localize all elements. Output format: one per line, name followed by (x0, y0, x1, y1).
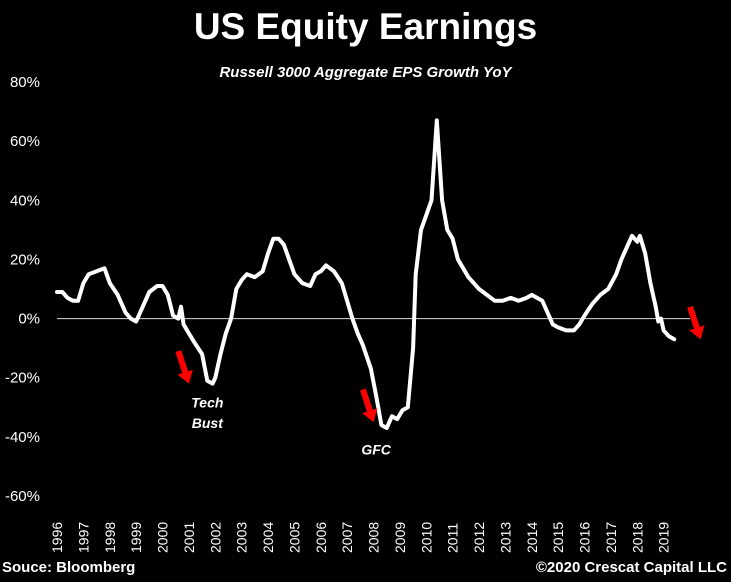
arrow-markers (175, 305, 705, 423)
x-tick-label: 2001 (181, 522, 197, 553)
y-tick-label: 40% (10, 192, 40, 209)
x-tick-label: 2010 (418, 522, 434, 553)
eps-growth-line (55, 118, 677, 430)
y-tick-label: 0% (18, 311, 40, 328)
annotation-label: Tech (191, 394, 223, 410)
x-tick-label: 1996 (49, 522, 65, 553)
x-tick-label: 2013 (497, 522, 513, 553)
x-tick-label: 1998 (102, 522, 118, 553)
y-tick-label: 20% (10, 251, 40, 268)
x-tick-label: 2006 (313, 522, 329, 553)
red-down-arrow-icon (360, 388, 378, 423)
y-tick-label: -20% (5, 370, 40, 387)
x-tick-label: 2008 (366, 522, 382, 553)
chart-title: US Equity Earnings (193, 6, 538, 47)
x-tick-label: 2012 (471, 522, 487, 553)
x-tick-label: 2017 (603, 522, 619, 553)
x-tick-label: 2016 (577, 522, 593, 553)
x-tick-label: 2004 (260, 522, 276, 553)
x-tick-label: 2018 (629, 522, 645, 553)
x-tick-label: 2011 (445, 523, 461, 553)
x-tick-label: 2007 (339, 522, 355, 553)
x-tick-label: 2005 (286, 522, 302, 553)
copyright-label: ©2020 Crescat Capital LLC (535, 559, 727, 576)
x-tick-label: 2000 (155, 522, 171, 553)
y-tick-label: -60% (5, 488, 40, 505)
y-tick-label: 80% (10, 74, 40, 91)
x-tick-label: 2019 (656, 522, 672, 553)
x-tick-label: 2015 (550, 522, 566, 553)
y-axis-ticks: 80% 60% 40% 20% 0% -20% -40% -60% (5, 74, 40, 505)
chart-subtitle: Russell 3000 Aggregate EPS Growth YoY (219, 64, 512, 81)
red-down-arrow-icon (175, 350, 193, 384)
x-tick-label: 2009 (392, 522, 408, 553)
annotation-label: GFC (361, 442, 391, 458)
x-tick-label: 2003 (234, 522, 250, 553)
red-down-arrow-icon (687, 305, 705, 340)
annotation-label: Bust (192, 415, 224, 431)
source-label: Souce: Bloomberg (2, 559, 136, 576)
x-tick-label: 1999 (128, 522, 144, 553)
x-tick-label: 2014 (524, 522, 540, 553)
x-tick-label: 1997 (75, 522, 91, 553)
x-axis-ticks: 1996 1997 1998 1999 2000 2001 2002 2003 2004 2005… (49, 522, 672, 553)
annotations: Tech Bust GFC (191, 394, 392, 457)
x-tick-label: 2002 (207, 522, 223, 553)
y-tick-label: -40% (5, 429, 40, 446)
y-tick-label: 60% (10, 133, 40, 150)
